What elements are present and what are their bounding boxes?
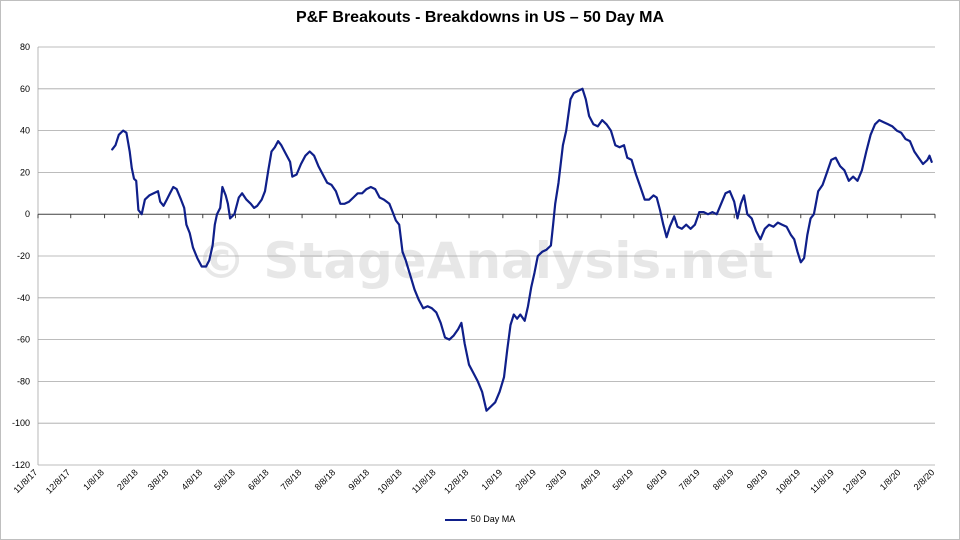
x-tick-label: 2/8/20 — [912, 467, 937, 492]
y-tick-label: -120 — [12, 460, 30, 470]
x-tick-label: 12/8/19 — [840, 467, 868, 495]
y-tick-label: -80 — [17, 376, 30, 386]
x-tick-label: 10/8/18 — [376, 467, 404, 495]
y-tick-label: -100 — [12, 418, 30, 428]
x-tick-label: 11/8/17 — [12, 467, 40, 495]
x-tick-label: 5/8/19 — [610, 467, 635, 492]
x-tick-label: 7/8/19 — [677, 467, 702, 492]
legend-label: 50 Day MA — [470, 514, 516, 524]
x-tick-label: 5/8/18 — [212, 467, 237, 492]
x-tick-label: 4/8/18 — [179, 467, 204, 492]
x-tick-label: 3/8/18 — [146, 467, 171, 492]
x-tick-label: 1/8/19 — [480, 467, 505, 492]
x-tick-label: 1/8/20 — [878, 467, 903, 492]
y-tick-label: 20 — [20, 167, 30, 177]
x-tick-label: 11/8/18 — [410, 467, 438, 495]
x-tick-label: 4/8/19 — [578, 467, 603, 492]
x-tick-label: 2/8/18 — [115, 467, 140, 492]
x-tick-label: 6/8/18 — [246, 467, 271, 492]
x-axis: 11/8/17 12/8/17 1/8/18 2/8/18 3/8/18 4/8/18 5/… — [12, 213, 937, 496]
legend-swatch — [444, 518, 467, 521]
x-tick-label: 8/8/18 — [313, 467, 338, 492]
legend: 50 Day MA — [0, 514, 960, 524]
y-tick-label: 40 — [20, 126, 30, 136]
x-tick-label: 10/8/19 — [774, 467, 802, 495]
x-tick-label: 7/8/18 — [279, 467, 304, 492]
x-tick-label: 3/8/19 — [544, 467, 569, 492]
y-axis: 80 60 40 20 0 -20 -40 -60 -80 -100 -120 — [12, 42, 30, 470]
y-tick-label: -20 — [17, 251, 30, 261]
x-tick-label: 1/8/18 — [81, 467, 106, 492]
y-tick-label: 0 — [25, 209, 30, 219]
y-tick-label: -40 — [17, 293, 30, 303]
x-tick-label: 12/8/17 — [44, 467, 72, 495]
x-tick-label: 9/8/19 — [745, 467, 770, 492]
gridlines — [37, 46, 935, 466]
y-tick-label: 60 — [20, 84, 30, 94]
chart-title: P&F Breakouts - Breakdowns in US – 50 Da… — [295, 9, 665, 26]
x-tick-label: 11/8/19 — [808, 467, 836, 495]
x-tick-label: 6/8/19 — [644, 467, 669, 492]
series-line — [111, 87, 933, 412]
x-tick-label: 8/8/19 — [711, 467, 736, 492]
series-group — [111, 87, 933, 412]
y-tick-label: -60 — [17, 335, 30, 345]
y-tick-label: 80 — [20, 42, 30, 52]
x-tick-label: 2/8/19 — [513, 467, 538, 492]
x-tick-label: 9/8/18 — [346, 467, 371, 492]
x-tick-label: 12/8/18 — [442, 467, 470, 495]
